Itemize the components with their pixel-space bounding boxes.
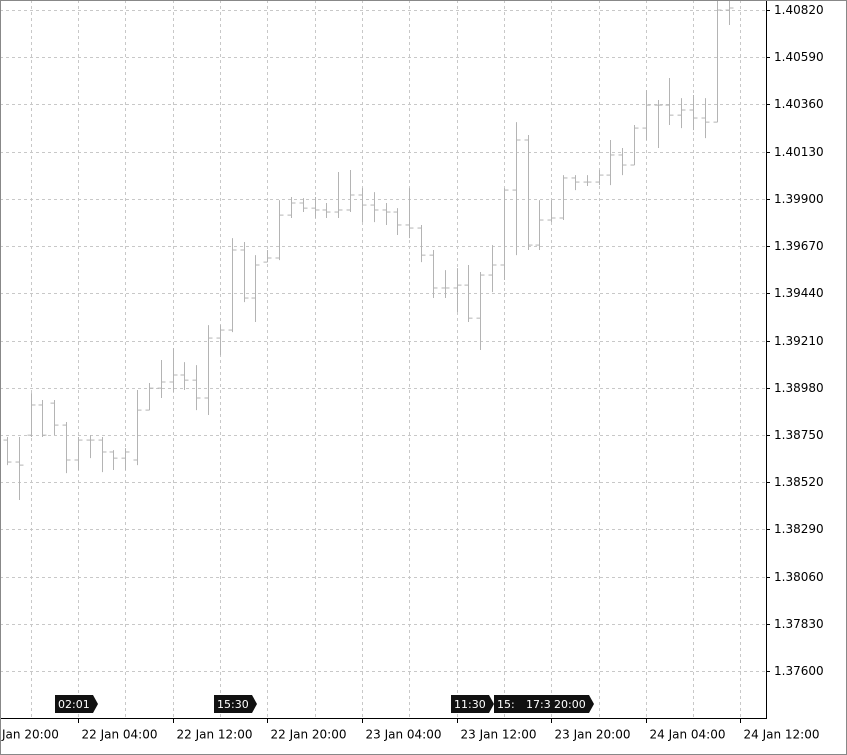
y-tick-label: 1.39440 bbox=[774, 286, 824, 300]
marker-label: 17:35 bbox=[526, 698, 558, 711]
grid bbox=[0, 0, 766, 718]
time-marker: 02:01 bbox=[55, 695, 98, 713]
time-marker: 11:30 bbox=[451, 695, 494, 713]
marker-label: 11:30 bbox=[454, 698, 486, 711]
marker-label: 15:30 bbox=[217, 698, 249, 711]
marker-label: 15: bbox=[497, 698, 515, 711]
time-marker: 20:00 bbox=[551, 695, 594, 713]
y-tick-label: 1.37600 bbox=[774, 664, 824, 678]
x-tick-label: 23 Jan 12:00 bbox=[461, 728, 537, 742]
x-tick-label: 22 Jan 12:00 bbox=[177, 728, 253, 742]
marker-label: 20:00 bbox=[554, 698, 586, 711]
marker-box bbox=[55, 695, 98, 713]
x-tick-label: 23 Jan 20:00 bbox=[555, 728, 631, 742]
y-tick-label: 1.38980 bbox=[774, 381, 824, 395]
x-tick-label: 23 Jan 04:00 bbox=[366, 728, 442, 742]
x-tick-label: 24 Jan 04:00 bbox=[650, 728, 726, 742]
y-tick-label: 1.39670 bbox=[774, 239, 824, 253]
axes: 1.40820 1.40590 1.40360 1.40130 1.39900 1.396… bbox=[1, 3, 824, 742]
y-tick-label: 1.40590 bbox=[774, 50, 824, 64]
y-tick-label: 1.38520 bbox=[774, 475, 824, 489]
y-tick-label: 1.38290 bbox=[774, 522, 824, 536]
marker-label: 02:01 bbox=[58, 698, 90, 711]
y-tick-label: 1.37830 bbox=[774, 617, 824, 631]
marker-box bbox=[451, 695, 494, 713]
x-tick-label: Jan 20:00 bbox=[1, 728, 59, 742]
y-tick-label: 1.38060 bbox=[774, 570, 824, 584]
y-tick-label: 1.40820 bbox=[774, 3, 824, 17]
y-tick-label: 1.39900 bbox=[774, 192, 824, 206]
y-tick-label: 1.39210 bbox=[774, 334, 824, 348]
x-tick-label: 22 Jan 20:00 bbox=[271, 728, 347, 742]
marker-box bbox=[551, 695, 594, 713]
y-tick-label: 1.38750 bbox=[774, 428, 824, 442]
marker-box bbox=[214, 695, 257, 713]
time-marker: 15:30 bbox=[214, 695, 257, 713]
x-tick-label: 22 Jan 04:00 bbox=[82, 728, 158, 742]
x-tick-label: 24 Jan 12:00 bbox=[744, 728, 820, 742]
bars bbox=[3, 0, 734, 501]
y-tick-label: 1.40360 bbox=[774, 97, 824, 111]
y-tick-label: 1.40130 bbox=[774, 145, 824, 159]
